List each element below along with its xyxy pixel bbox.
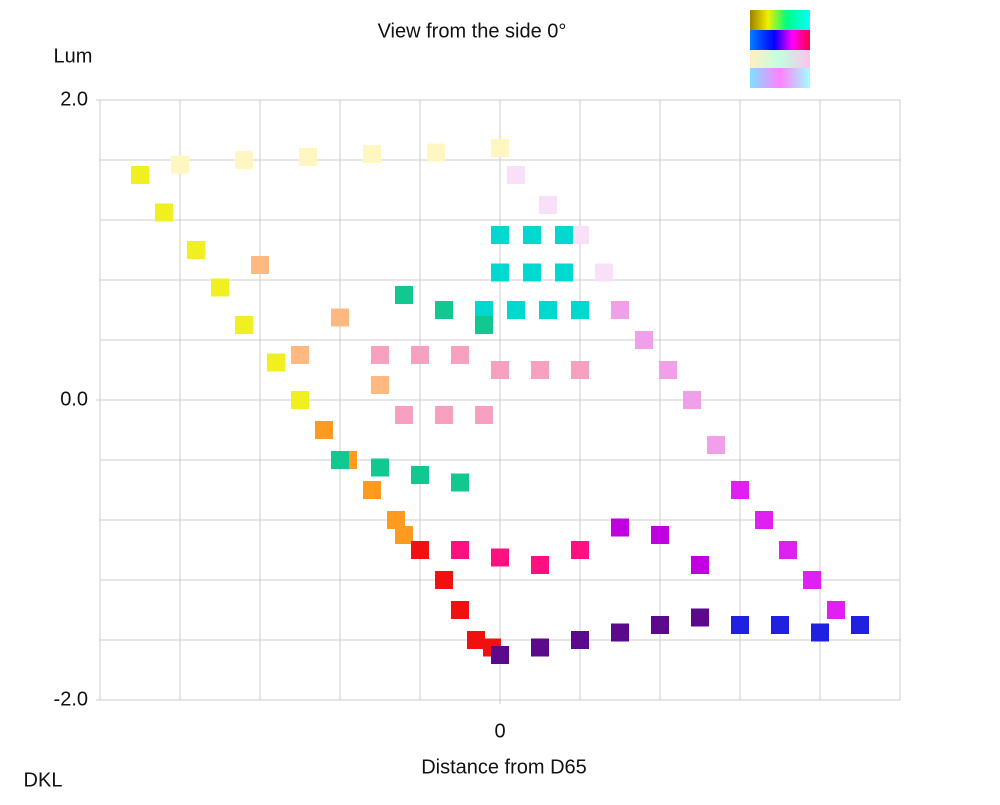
point — [467, 631, 485, 649]
point — [363, 145, 381, 163]
point — [395, 406, 413, 424]
point — [651, 526, 669, 544]
point — [803, 571, 821, 589]
point — [451, 473, 469, 492]
point — [539, 301, 557, 319]
point — [811, 623, 829, 642]
point — [683, 391, 701, 409]
point — [131, 166, 149, 184]
point — [435, 571, 453, 589]
y-tick-label: 2.0 — [60, 88, 88, 110]
point — [155, 203, 173, 222]
point — [731, 616, 749, 634]
point — [427, 143, 445, 162]
corner-label: DKL — [24, 769, 63, 791]
color-key-icon — [750, 10, 810, 88]
point — [531, 638, 549, 657]
y-tick-label: -2.0 — [54, 688, 88, 710]
point — [595, 263, 613, 282]
point — [507, 166, 525, 184]
point — [235, 316, 253, 334]
x-tick-label: 0 — [494, 720, 505, 742]
point — [411, 466, 429, 484]
point — [411, 541, 429, 559]
point — [611, 518, 629, 537]
point — [371, 376, 389, 394]
point — [779, 541, 797, 559]
point — [387, 511, 405, 529]
point — [187, 241, 205, 259]
point — [731, 481, 749, 499]
point — [371, 346, 389, 364]
point — [371, 458, 389, 477]
point — [435, 406, 453, 424]
point — [475, 316, 493, 334]
point — [827, 601, 845, 619]
point — [291, 346, 309, 364]
point — [571, 541, 589, 559]
point — [451, 346, 469, 364]
point — [291, 391, 309, 409]
point — [771, 616, 789, 634]
point — [451, 541, 469, 559]
point — [571, 301, 589, 319]
point — [659, 361, 677, 379]
point — [171, 155, 189, 174]
point — [395, 286, 413, 304]
point — [507, 301, 525, 319]
point — [691, 608, 709, 627]
point — [651, 616, 669, 634]
point — [491, 226, 509, 244]
chart-title: View from the side 0° — [378, 20, 567, 42]
point — [851, 616, 869, 634]
point — [531, 361, 549, 379]
point — [555, 226, 573, 244]
point — [299, 148, 317, 166]
point — [315, 421, 333, 439]
point — [331, 451, 349, 469]
y-axis-label: Lum — [54, 45, 93, 67]
point — [235, 151, 253, 169]
point — [211, 278, 229, 297]
point — [363, 481, 381, 499]
point — [523, 263, 541, 282]
point — [491, 263, 509, 282]
point — [611, 301, 629, 319]
point — [491, 361, 509, 379]
point — [491, 646, 509, 664]
point — [523, 226, 541, 244]
point — [251, 256, 269, 274]
point — [571, 631, 589, 649]
point — [539, 196, 557, 214]
point — [571, 361, 589, 379]
point — [571, 226, 589, 244]
x-axis-label: Distance from D65 — [421, 756, 587, 778]
point — [267, 353, 285, 372]
point — [435, 301, 453, 319]
point — [635, 331, 653, 349]
point — [611, 623, 629, 642]
point — [555, 263, 573, 282]
point — [411, 346, 429, 364]
point — [395, 526, 413, 544]
point — [691, 556, 709, 574]
point — [475, 406, 493, 424]
point — [707, 436, 725, 454]
point — [491, 548, 509, 567]
point — [475, 301, 493, 319]
y-tick-label: 0.0 — [60, 388, 88, 410]
point — [531, 556, 549, 574]
point — [755, 511, 773, 529]
point — [331, 308, 349, 327]
point — [491, 139, 509, 157]
point — [451, 601, 469, 619]
